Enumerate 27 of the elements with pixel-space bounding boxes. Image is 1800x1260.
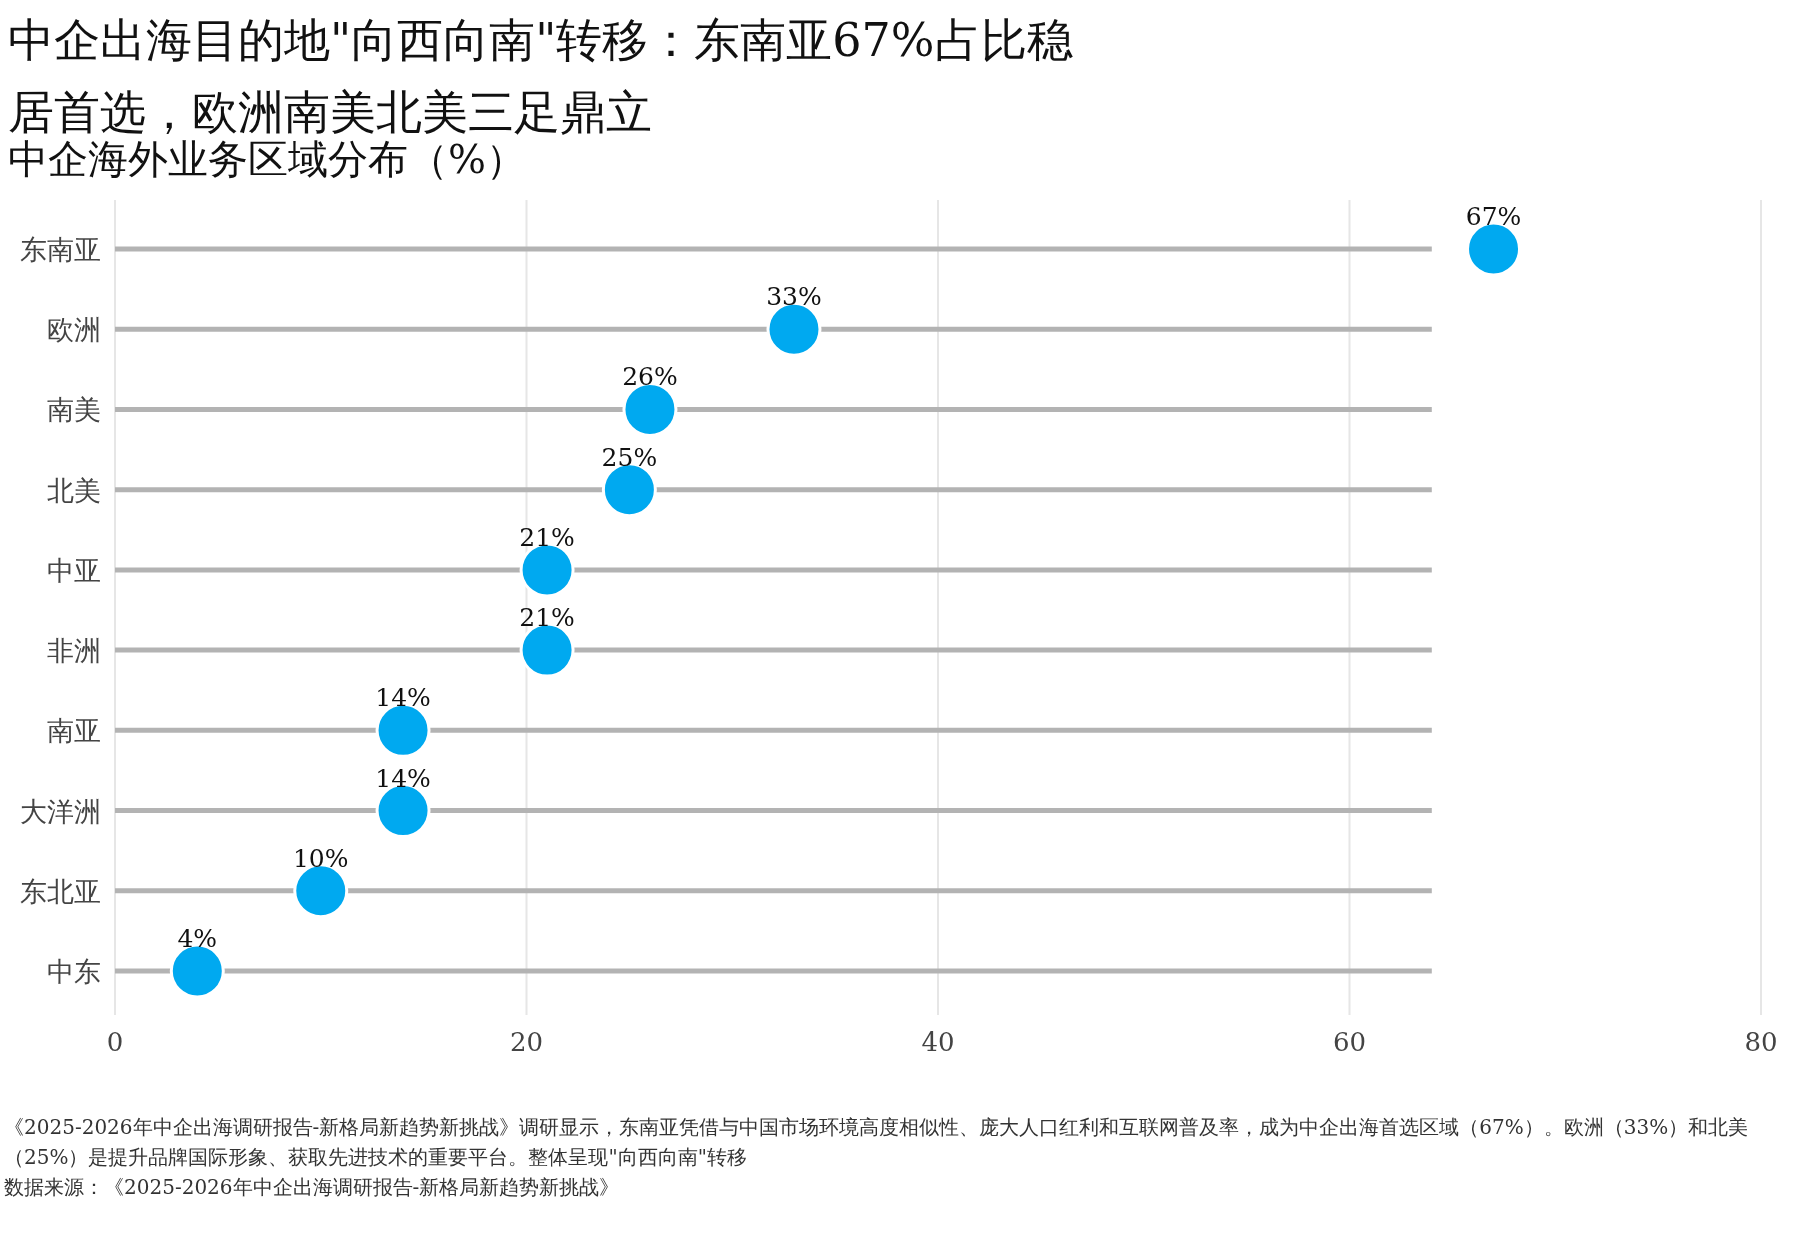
data-label: 10% (292, 843, 349, 873)
y-tick-label: 南亚 (47, 715, 101, 747)
data-label: 33% (766, 282, 822, 312)
y-tick-label: 东南亚 (20, 234, 101, 265)
data-label: 21% (519, 522, 575, 552)
data-label: 14% (375, 683, 431, 713)
data-label: 67% (1465, 202, 1522, 231)
data-label: 21% (519, 603, 575, 633)
data-label: 26% (622, 362, 678, 392)
text: 《2025-2026年中企出海调研报告-新格局新趋势新挑战》调研显示，东南亚凭借与中国市场环境高度相似性、庞大人口红利和互联网普及率，成为中企出海首选区域（67%）。欧洲（33%）和北美（25%）是提升品牌国际形象、获取先进技术的重要平台。整体呈现"向西向南"转移 (4, 1114, 1750, 1171)
y-tick-label: 南美 (47, 394, 101, 426)
y-tick-label: 中亚 (47, 554, 101, 586)
y-tick-label: 中东 (47, 956, 101, 987)
data-label: 14% (375, 763, 431, 793)
x-tick-label: 0 (106, 1027, 124, 1057)
y-tick-label: 北美 (47, 474, 101, 506)
x-tick-label: 20 (509, 1027, 544, 1057)
x-tick-label: 80 (1744, 1027, 1778, 1057)
y-tick-label: 非洲 (47, 635, 101, 667)
y-tick-label: 大洋洲 (20, 795, 101, 827)
source-note: 数据来源：《2025-2026年中企出海调研报告-新格局新趋势新挑战》 (4, 1174, 621, 1201)
y-tick-label: 欧洲 (47, 314, 101, 346)
x-tick-label: 40 (921, 1027, 955, 1057)
data-label: 4% (177, 924, 218, 953)
y-tick-label: 东北亚 (20, 875, 101, 907)
x-tick-label: 60 (1332, 1027, 1367, 1057)
data-label: 25% (601, 442, 658, 472)
